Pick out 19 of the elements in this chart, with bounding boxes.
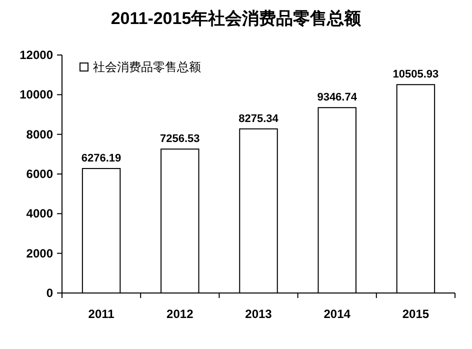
x-tick-label: 2013 [245, 307, 272, 321]
y-tick-label: 10000 [20, 88, 54, 102]
y-tick-label: 0 [46, 286, 54, 300]
data-label: 6276.19 [81, 152, 122, 165]
data-label: 10505.93 [392, 68, 439, 81]
y-tick-label: 12000 [20, 48, 54, 62]
title: 2011-2015年社会消费品零售总额 [110, 9, 362, 28]
y-tick-label: 2000 [26, 246, 54, 260]
y-tick-label: 4000 [26, 206, 54, 221]
legend-label: 社会消费品零售总额 [93, 60, 201, 74]
data-label: 8275.34 [238, 112, 280, 125]
x-tick-label: 2012 [166, 307, 194, 321]
x-tick-label: 2014 [324, 307, 351, 321]
x-tick-label: 2011 [88, 307, 115, 321]
x-tick-label: 2015 [402, 307, 430, 321]
data-label: 9346.74 [317, 92, 358, 104]
y-tick-label: 6000 [26, 167, 54, 181]
data-label: 7256.53 [160, 133, 200, 146]
y-tick-label: 8000 [26, 127, 54, 142]
